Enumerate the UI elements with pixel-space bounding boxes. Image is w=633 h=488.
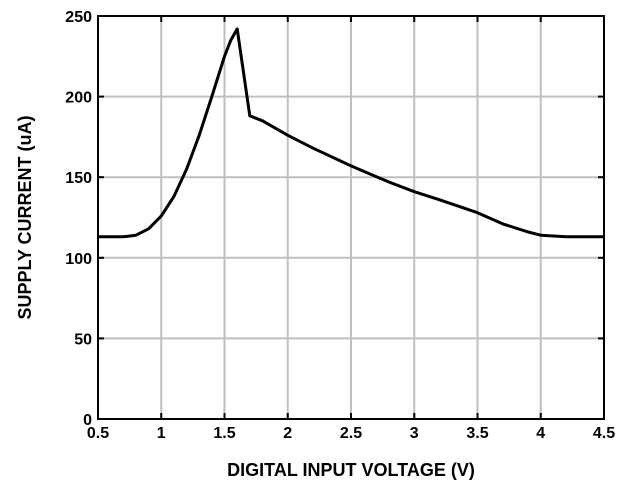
y-tick-label: 200 (65, 90, 92, 107)
y-tick-label: 0 (83, 412, 92, 429)
x-tick-label: 3.5 (466, 425, 488, 442)
x-tick-label: 1.5 (213, 425, 235, 442)
y-tick-label: 50 (74, 331, 92, 348)
x-tick-label: 4.5 (593, 425, 615, 442)
y-tick-label: 150 (65, 170, 92, 187)
y-tick-label: 100 (65, 251, 92, 268)
x-tick-label: 2 (283, 425, 292, 442)
x-tick-labels: 0.5 1 1.5 2 2.5 3 3.5 4 4.5 (87, 425, 615, 442)
grid (98, 16, 604, 419)
x-tick-label: 2.5 (340, 425, 362, 442)
x-axis-title: DIGITAL INPUT VOLTAGE (V) (227, 460, 475, 480)
x-tick-label: 1 (157, 425, 166, 442)
x-tick-label: 3 (410, 425, 419, 442)
x-tick-label: 4 (536, 425, 545, 442)
y-axis-title: SUPPLY CURRENT (uA) (15, 115, 35, 319)
y-tick-label: 250 (65, 9, 92, 26)
y-tick-labels: 0 50 100 150 200 250 (65, 9, 92, 429)
